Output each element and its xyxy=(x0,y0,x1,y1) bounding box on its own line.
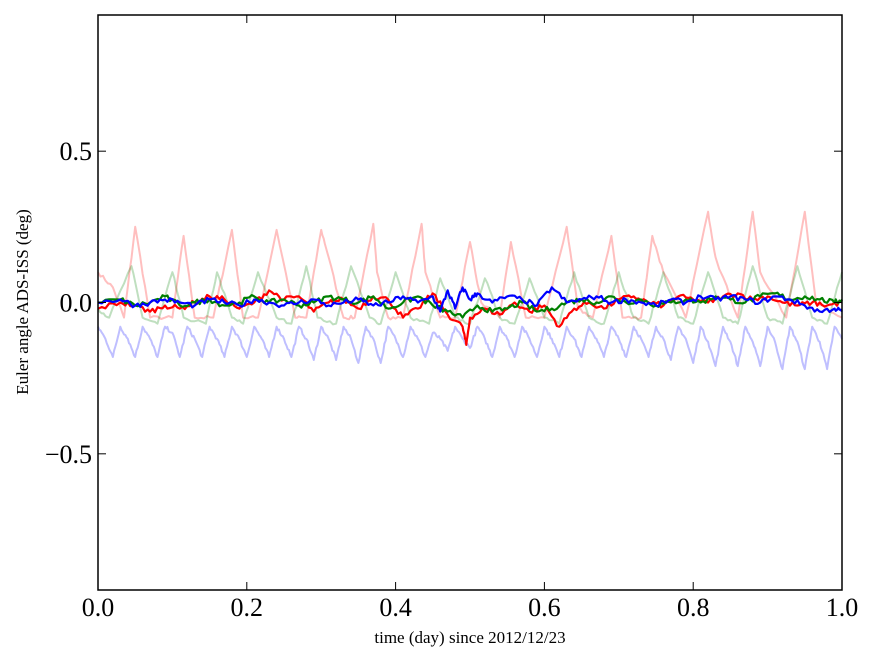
x-tick-label: 0.0 xyxy=(82,593,115,622)
x-tick-label: 0.6 xyxy=(528,593,561,622)
series-line-pitch xyxy=(97,291,843,319)
x-tick-label: 1.0 xyxy=(826,593,859,622)
ticks-layer: 0.0 0.2 0.4 0.6 0.8 1.0 −0.5 0.0 0.5 xyxy=(45,15,858,622)
series-layer xyxy=(97,210,843,371)
x-tick-label: 0.4 xyxy=(379,593,412,622)
y-tick-label: 0.0 xyxy=(60,289,93,318)
series-line-roll-faint xyxy=(97,210,843,321)
x-axis-label: time (day) since 2012/12/23 xyxy=(374,628,565,647)
x-tick-label: 0.8 xyxy=(677,593,710,622)
y-tick-label: 0.5 xyxy=(60,137,93,166)
series-line-yaw xyxy=(97,286,843,314)
y-tick-label: −0.5 xyxy=(45,440,92,469)
x-tick-label: 0.2 xyxy=(231,593,264,622)
series-line-yaw-faint xyxy=(97,325,843,371)
y-axis-label: Euler angle ADS-ISS (deg) xyxy=(13,209,32,395)
